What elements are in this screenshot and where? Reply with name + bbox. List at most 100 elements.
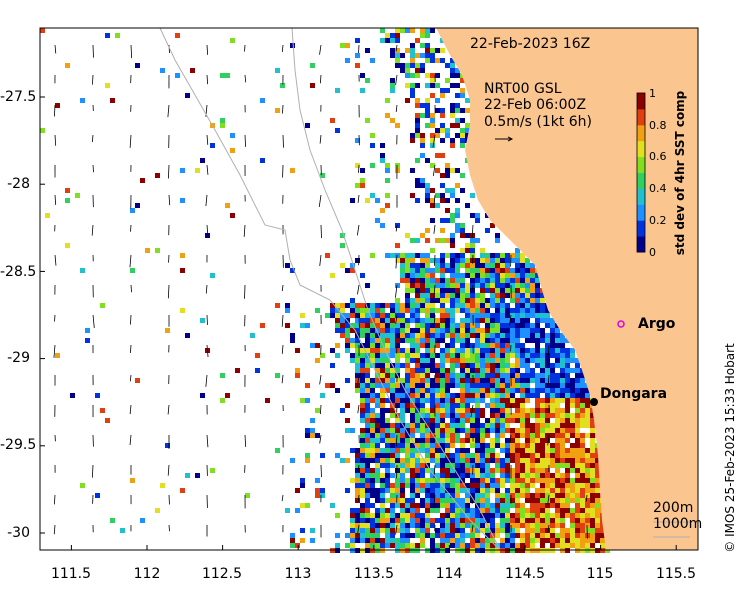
sst-pixel <box>395 473 400 478</box>
sst-pixel <box>535 383 540 388</box>
sst-pixel <box>440 528 445 533</box>
sst-pixel <box>165 443 170 448</box>
sst-pixel <box>255 353 260 358</box>
current-vector <box>205 194 208 207</box>
sst-pixel <box>145 248 150 253</box>
sst-pixel <box>510 363 515 368</box>
sst-pixel <box>410 338 415 343</box>
sst-pixel <box>570 458 575 463</box>
sst-pixel <box>365 403 370 408</box>
sst-pixel <box>435 133 440 138</box>
sst-pixel <box>595 523 600 528</box>
sst-pixel <box>540 468 545 473</box>
sst-pixel <box>525 453 530 458</box>
sst-pixel <box>470 303 475 308</box>
sst-pixel <box>465 428 470 433</box>
sst-pixel <box>365 458 370 463</box>
sst-pixel <box>485 318 490 323</box>
sst-pixel <box>545 418 550 423</box>
sst-pixel <box>395 428 400 433</box>
sst-pixel <box>450 233 455 238</box>
sst-pixel <box>355 53 360 58</box>
sst-pixel <box>440 418 445 423</box>
sst-pixel <box>480 413 485 418</box>
sst-pixel <box>500 428 505 433</box>
sst-pixel <box>585 508 590 513</box>
sst-pixel <box>435 483 440 488</box>
sst-pixel <box>480 503 485 508</box>
sst-pixel <box>475 293 480 298</box>
sst-pixel <box>570 498 575 503</box>
sst-pixel <box>365 348 370 353</box>
sst-pixel <box>575 383 580 388</box>
sst-pixel <box>570 348 575 353</box>
sst-pixel <box>505 393 510 398</box>
sst-pixel <box>505 293 510 298</box>
sst-pixel <box>525 498 530 503</box>
sst-pixel <box>360 433 365 438</box>
sst-pixel <box>410 448 415 453</box>
sst-pixel <box>430 418 435 423</box>
sst-pixel <box>485 383 490 388</box>
sst-pixel <box>425 268 430 273</box>
sst-pixel <box>470 423 475 428</box>
sst-pixel <box>550 448 555 453</box>
sst-pixel <box>495 468 500 473</box>
sst-pixel <box>410 333 415 338</box>
sst-pixel <box>580 538 585 543</box>
sst-pixel <box>500 523 505 528</box>
sst-pixel <box>395 323 400 328</box>
sst-pixel <box>460 318 465 323</box>
sst-pixel <box>535 273 540 278</box>
sst-pixel <box>590 513 595 518</box>
sst-pixel <box>565 428 570 433</box>
sst-pixel <box>425 383 430 388</box>
sst-pixel <box>305 383 310 388</box>
sst-pixel <box>595 478 600 483</box>
sst-pixel <box>460 263 465 268</box>
sst-pixel <box>415 118 420 123</box>
current-vector <box>395 434 398 447</box>
y-tick-label: -28.5 <box>0 264 37 280</box>
sst-pixel <box>575 468 580 473</box>
sst-pixel <box>360 313 365 318</box>
current-vector <box>433 224 436 234</box>
sst-pixel <box>410 48 415 53</box>
sst-pixel <box>580 378 585 383</box>
sst-pixel <box>580 478 585 483</box>
sst-pixel <box>490 313 495 318</box>
sst-pixel <box>385 398 390 403</box>
sst-pixel <box>360 503 365 508</box>
sst-pixel <box>420 373 425 378</box>
sst-pixel <box>405 273 410 278</box>
sst-pixel <box>515 533 520 538</box>
sst-pixel <box>490 403 495 408</box>
sst-pixel <box>510 343 515 348</box>
sst-pixel <box>480 518 485 523</box>
sst-pixel <box>470 253 475 258</box>
sst-pixel <box>550 378 555 383</box>
sst-pixel <box>450 398 455 403</box>
sst-pixel <box>455 168 460 173</box>
sst-pixel <box>470 318 475 323</box>
sst-pixel <box>520 308 525 313</box>
sst-pixel <box>330 273 335 278</box>
sst-pixel <box>440 58 445 63</box>
sst-pixel <box>385 373 390 378</box>
sst-pixel <box>575 358 580 363</box>
sst-pixel <box>515 418 520 423</box>
sst-pixel <box>365 313 370 318</box>
colorbar-segment <box>637 172 645 189</box>
sst-pixel <box>450 443 455 448</box>
sst-pixel <box>460 423 465 428</box>
sst-pixel <box>430 393 435 398</box>
sst-pixel <box>495 303 500 308</box>
sst-pixel <box>510 448 515 453</box>
sst-pixel <box>385 428 390 433</box>
sst-pixel <box>410 93 415 98</box>
sst-pixel <box>425 58 430 63</box>
sst-pixel <box>545 348 550 353</box>
current-vector <box>319 434 322 444</box>
sst-pixel <box>515 368 520 373</box>
sst-pixel <box>450 328 455 333</box>
